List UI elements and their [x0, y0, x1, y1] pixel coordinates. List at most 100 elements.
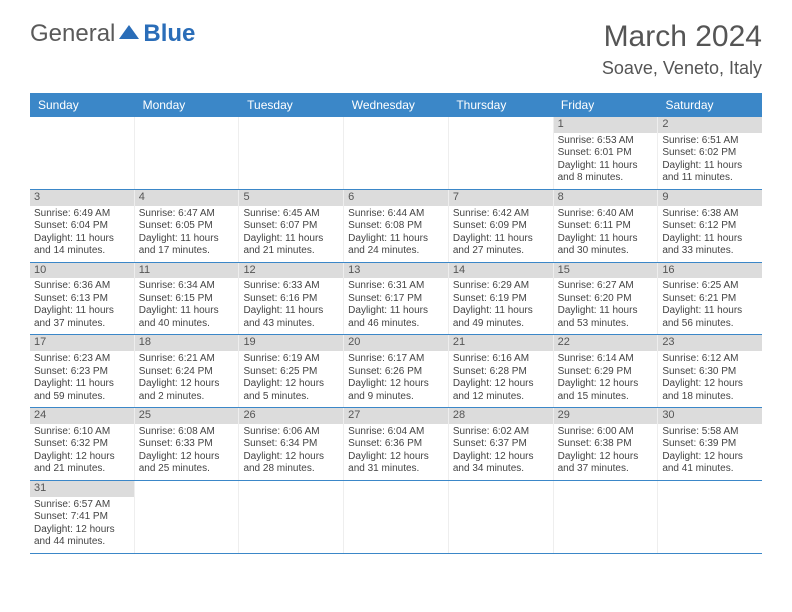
daylight-text: Daylight: 11 hours and 56 minutes. — [662, 305, 758, 330]
day-number — [239, 117, 343, 133]
sunrise-text: Sunrise: 6:34 AM — [139, 280, 235, 293]
sunset-text: Sunset: 6:34 PM — [243, 438, 339, 451]
day-body: Sunrise: 6:00 AMSunset: 6:38 PMDaylight:… — [554, 424, 658, 480]
day-body: Sunrise: 6:45 AMSunset: 6:07 PMDaylight:… — [239, 206, 343, 262]
day-cell: 1Sunrise: 6:53 AMSunset: 6:01 PMDaylight… — [554, 117, 659, 189]
day-body — [30, 133, 134, 139]
sunset-text: Sunset: 6:01 PM — [558, 147, 654, 160]
day-number: 24 — [30, 408, 134, 424]
day-cell — [658, 481, 762, 553]
day-number: 2 — [658, 117, 762, 133]
day-body — [135, 133, 239, 139]
month-title: March 2024 — [602, 20, 762, 54]
day-number: 1 — [554, 117, 658, 133]
sunrise-text: Sunrise: 6:23 AM — [34, 353, 130, 366]
day-header: Tuesday — [239, 93, 344, 117]
day-header-row: SundayMondayTuesdayWednesdayThursdayFrid… — [30, 93, 762, 117]
day-number: 25 — [135, 408, 239, 424]
day-number: 23 — [658, 335, 762, 351]
day-cell: 23Sunrise: 6:12 AMSunset: 6:30 PMDayligh… — [658, 335, 762, 407]
day-header: Saturday — [657, 93, 762, 117]
sunrise-text: Sunrise: 6:19 AM — [243, 353, 339, 366]
day-number: 20 — [344, 335, 448, 351]
daylight-text: Daylight: 11 hours and 59 minutes. — [34, 378, 130, 403]
sunset-text: Sunset: 6:19 PM — [453, 293, 549, 306]
day-body: Sunrise: 6:29 AMSunset: 6:19 PMDaylight:… — [449, 278, 553, 334]
day-number: 29 — [554, 408, 658, 424]
day-header: Wednesday — [344, 93, 449, 117]
day-body: Sunrise: 6:16 AMSunset: 6:28 PMDaylight:… — [449, 351, 553, 407]
day-number — [344, 481, 448, 497]
day-number — [554, 481, 658, 497]
sunrise-text: Sunrise: 6:21 AM — [139, 353, 235, 366]
day-cell — [239, 481, 344, 553]
day-header: Monday — [135, 93, 240, 117]
day-number: 12 — [239, 263, 343, 279]
sunset-text: Sunset: 6:13 PM — [34, 293, 130, 306]
daylight-text: Daylight: 12 hours and 15 minutes. — [558, 378, 654, 403]
sunrise-text: Sunrise: 6:16 AM — [453, 353, 549, 366]
day-header: Thursday — [448, 93, 553, 117]
daylight-text: Daylight: 11 hours and 53 minutes. — [558, 305, 654, 330]
day-body: Sunrise: 6:27 AMSunset: 6:20 PMDaylight:… — [554, 278, 658, 334]
day-number: 8 — [554, 190, 658, 206]
sunrise-text: Sunrise: 6:57 AM — [34, 499, 130, 512]
day-cell: 20Sunrise: 6:17 AMSunset: 6:26 PMDayligh… — [344, 335, 449, 407]
day-cell — [344, 481, 449, 553]
sunrise-text: Sunrise: 6:53 AM — [558, 135, 654, 148]
sunrise-text: Sunrise: 6:49 AM — [34, 208, 130, 221]
day-cell: 6Sunrise: 6:44 AMSunset: 6:08 PMDaylight… — [344, 190, 449, 262]
daylight-text: Daylight: 11 hours and 30 minutes. — [558, 233, 654, 258]
day-cell: 9Sunrise: 6:38 AMSunset: 6:12 PMDaylight… — [658, 190, 762, 262]
brand-logo: General Blue — [30, 20, 195, 48]
day-body: Sunrise: 6:10 AMSunset: 6:32 PMDaylight:… — [30, 424, 134, 480]
daylight-text: Daylight: 12 hours and 31 minutes. — [348, 451, 444, 476]
day-cell: 7Sunrise: 6:42 AMSunset: 6:09 PMDaylight… — [449, 190, 554, 262]
day-body: Sunrise: 6:21 AMSunset: 6:24 PMDaylight:… — [135, 351, 239, 407]
day-number — [239, 481, 343, 497]
day-body: Sunrise: 6:02 AMSunset: 6:37 PMDaylight:… — [449, 424, 553, 480]
day-body: Sunrise: 6:47 AMSunset: 6:05 PMDaylight:… — [135, 206, 239, 262]
sunset-text: Sunset: 6:25 PM — [243, 366, 339, 379]
day-cell: 15Sunrise: 6:27 AMSunset: 6:20 PMDayligh… — [554, 263, 659, 335]
daylight-text: Daylight: 11 hours and 14 minutes. — [34, 233, 130, 258]
daylight-text: Daylight: 11 hours and 33 minutes. — [662, 233, 758, 258]
daylight-text: Daylight: 12 hours and 37 minutes. — [558, 451, 654, 476]
sunrise-text: Sunrise: 6:33 AM — [243, 280, 339, 293]
day-header: Sunday — [30, 93, 135, 117]
title-block: March 2024 Soave, Veneto, Italy — [602, 20, 762, 79]
day-body: Sunrise: 6:12 AMSunset: 6:30 PMDaylight:… — [658, 351, 762, 407]
day-number: 19 — [239, 335, 343, 351]
sunset-text: Sunset: 6:33 PM — [139, 438, 235, 451]
day-cell: 24Sunrise: 6:10 AMSunset: 6:32 PMDayligh… — [30, 408, 135, 480]
sunrise-text: Sunrise: 6:47 AM — [139, 208, 235, 221]
sunrise-text: Sunrise: 6:31 AM — [348, 280, 444, 293]
sunrise-text: Sunrise: 6:25 AM — [662, 280, 758, 293]
day-number — [135, 481, 239, 497]
day-cell: 29Sunrise: 6:00 AMSunset: 6:38 PMDayligh… — [554, 408, 659, 480]
sunset-text: Sunset: 6:05 PM — [139, 220, 235, 233]
day-number: 21 — [449, 335, 553, 351]
day-body: Sunrise: 6:36 AMSunset: 6:13 PMDaylight:… — [30, 278, 134, 334]
day-number: 6 — [344, 190, 448, 206]
day-body — [344, 133, 448, 139]
week-row: 10Sunrise: 6:36 AMSunset: 6:13 PMDayligh… — [30, 263, 762, 336]
sunrise-text: Sunrise: 6:12 AM — [662, 353, 758, 366]
day-body: Sunrise: 6:33 AMSunset: 6:16 PMDaylight:… — [239, 278, 343, 334]
day-cell: 3Sunrise: 6:49 AMSunset: 6:04 PMDaylight… — [30, 190, 135, 262]
day-number: 11 — [135, 263, 239, 279]
week-row: 1Sunrise: 6:53 AMSunset: 6:01 PMDaylight… — [30, 117, 762, 190]
daylight-text: Daylight: 12 hours and 44 minutes. — [34, 524, 130, 549]
day-body: Sunrise: 6:08 AMSunset: 6:33 PMDaylight:… — [135, 424, 239, 480]
daylight-text: Daylight: 12 hours and 5 minutes. — [243, 378, 339, 403]
day-number — [449, 117, 553, 133]
day-number: 15 — [554, 263, 658, 279]
sunrise-text: Sunrise: 6:38 AM — [662, 208, 758, 221]
sunset-text: Sunset: 6:36 PM — [348, 438, 444, 451]
sunrise-text: Sunrise: 6:42 AM — [453, 208, 549, 221]
day-number — [30, 117, 134, 133]
day-cell — [449, 117, 554, 189]
sunrise-text: Sunrise: 6:00 AM — [558, 426, 654, 439]
day-number — [449, 481, 553, 497]
sunrise-text: Sunrise: 6:45 AM — [243, 208, 339, 221]
